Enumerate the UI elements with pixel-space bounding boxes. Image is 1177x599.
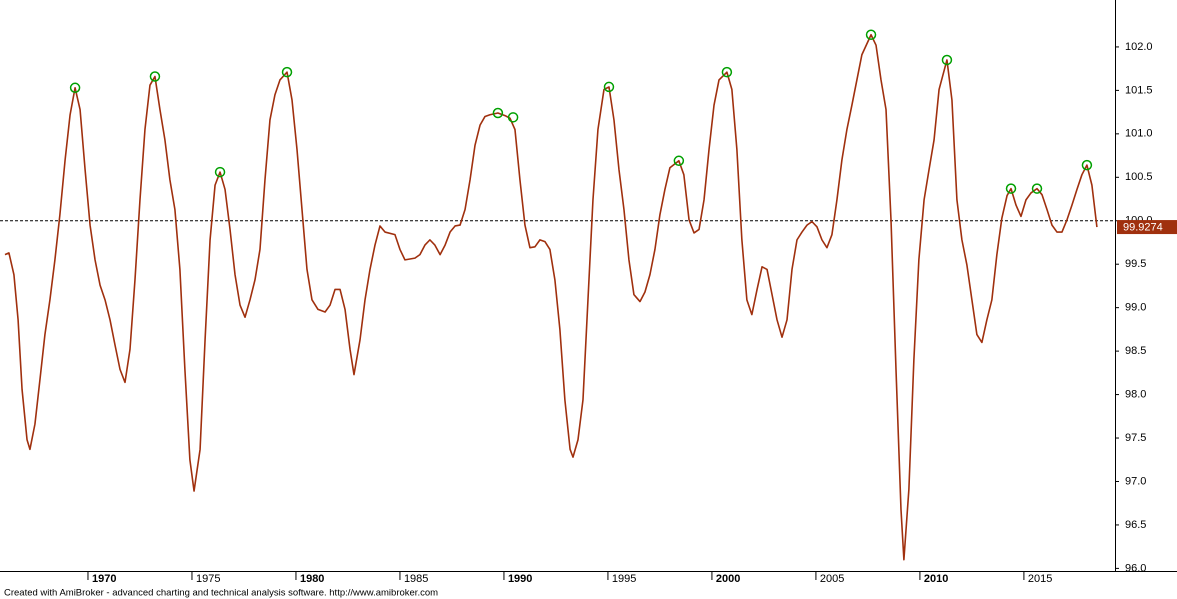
y-tick-label: 101.0 <box>1125 128 1153 140</box>
series-line <box>4 33 1098 561</box>
x-tick-label: 1970 <box>92 573 116 585</box>
y-tick-label: 98.0 <box>1125 388 1146 400</box>
y-tick-label: 98.5 <box>1125 345 1146 357</box>
y-tick-label: 97.0 <box>1125 475 1146 487</box>
y-tick-label: 97.5 <box>1125 432 1146 444</box>
peak-marker <box>214 166 226 178</box>
x-tick-label: 2010 <box>924 573 948 585</box>
peak-marker <box>492 107 504 119</box>
last-value-label: 99.9274 <box>1123 221 1163 233</box>
peak-marker <box>507 112 519 123</box>
x-tick-label: 1995 <box>612 573 636 585</box>
footer: Created with AmiBroker - advanced charti… <box>4 588 438 599</box>
peak-marker <box>721 66 733 78</box>
peak-marker <box>603 81 615 93</box>
x-tick-label: 1990 <box>508 573 532 585</box>
x-tick-label: 1980 <box>300 573 324 585</box>
x-tick-label: 2000 <box>716 573 740 585</box>
peak-marker <box>281 66 293 78</box>
peak-marker <box>673 155 685 167</box>
peak-marker <box>1081 159 1093 171</box>
peak-marker <box>1005 183 1017 194</box>
peak-marker <box>865 29 877 41</box>
peak-marker <box>149 71 161 82</box>
x-tick-label: 1985 <box>404 573 428 585</box>
peak-marker <box>941 54 953 66</box>
x-tick-label: 1975 <box>196 573 220 585</box>
y-tick-label: 100.5 <box>1125 171 1153 183</box>
x-tick-label: 2005 <box>820 573 844 585</box>
y-tick-label: 99.0 <box>1125 302 1146 314</box>
y-tick-label: 101.5 <box>1125 84 1153 96</box>
last-value-box <box>1117 220 1177 235</box>
y-tick-label: 99.5 <box>1125 258 1146 270</box>
y-tick-label: 96.5 <box>1125 519 1146 531</box>
y-tick-label: 96.0 <box>1125 562 1146 574</box>
peak-marker <box>1031 183 1043 194</box>
y-tick-label: 102.0 <box>1125 41 1153 53</box>
x-tick-label: 2015 <box>1028 573 1052 585</box>
peak-marker <box>69 82 81 94</box>
